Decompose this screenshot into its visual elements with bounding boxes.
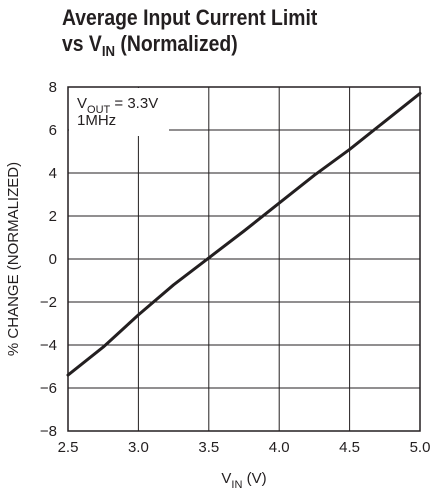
x-axis-label: VIN (V) <box>221 470 266 491</box>
y-tick-label: −2 <box>40 294 57 311</box>
plot-frame <box>67 86 421 432</box>
x-axis-label-prefix: V <box>221 470 231 487</box>
y-tick-label: 6 <box>49 122 57 139</box>
x-tick-label: 3.0 <box>128 439 149 456</box>
annotation-line-1: VOUT = 3.3V <box>77 95 158 116</box>
y-tick-label: −8 <box>40 423 57 440</box>
chart-title-line-2: vs VIN (Normalized) <box>62 32 238 64</box>
title-line-2-subscript: IN <box>101 43 116 60</box>
y-tick-label: 4 <box>49 165 57 182</box>
x-tick-label: 2.5 <box>58 439 79 456</box>
y-tick-label: 0 <box>49 251 57 268</box>
chart-title-line-1: Average Input Current Limit <box>62 6 317 30</box>
x-tick-label: 3.5 <box>198 439 219 456</box>
y-tick-label: 2 <box>49 208 57 225</box>
x-tick-labels: 2.5 3.0 3.5 4.0 4.5 5.0 <box>58 439 431 456</box>
x-axis-label-suffix: (V) <box>242 470 266 487</box>
x-tick-label: 4.0 <box>269 439 290 456</box>
y-tick-label: −4 <box>40 337 57 354</box>
annotation-background <box>69 88 169 136</box>
annotation-vout-subscript: OUT <box>87 104 111 116</box>
y-axis-label: % CHANGE (NORMALIZED) <box>5 162 22 356</box>
title-line-1-text: Average Input Current Limit <box>62 5 318 30</box>
grid <box>68 87 420 431</box>
x-tick-label: 4.5 <box>339 439 360 456</box>
x-axis-label-subscript: IN <box>231 479 242 491</box>
title-line-2-suffix: (Normalized) <box>115 31 238 56</box>
annotation-line-2: 1MHz <box>77 112 116 129</box>
y-tick-label: 8 <box>49 79 57 96</box>
annotation-vout-prefix: V <box>77 95 87 112</box>
series-layer <box>66 91 422 377</box>
annotation-vout-value: = 3.3V <box>110 95 158 112</box>
title-line-2-prefix: vs V <box>62 31 102 56</box>
x-tick-label: 5.0 <box>410 439 431 456</box>
annotation-box: VOUT = 3.3V 1MHz <box>69 88 169 136</box>
series-line <box>66 91 422 377</box>
y-tick-labels: 8 6 4 2 0 −2 −4 −6 −8 <box>40 79 57 440</box>
y-tick-label: −6 <box>40 380 57 397</box>
